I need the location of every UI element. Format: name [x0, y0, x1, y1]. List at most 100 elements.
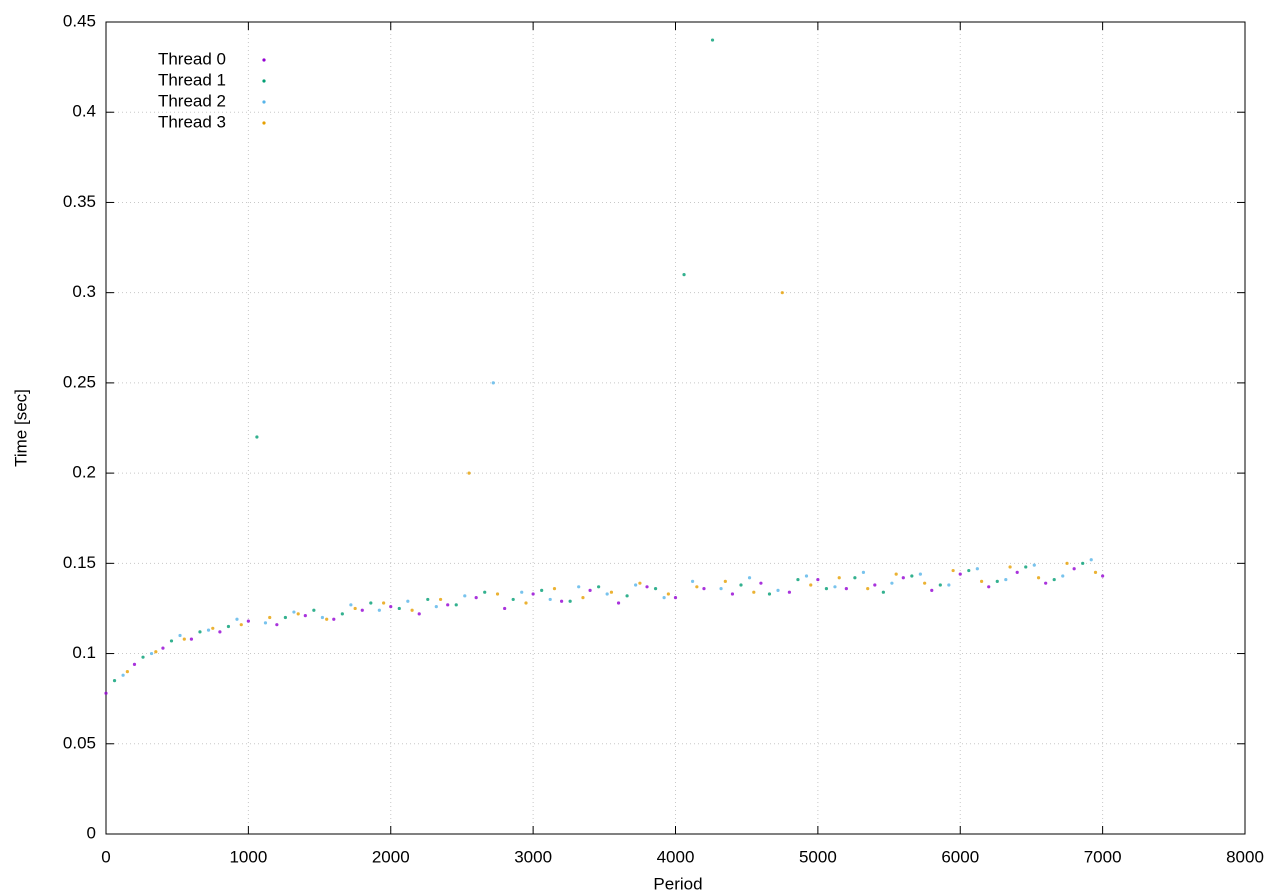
data-point	[980, 579, 984, 583]
data-point	[776, 588, 780, 593]
x-axis-label: Period	[653, 874, 702, 893]
data-point	[653, 586, 658, 591]
data-point	[958, 572, 962, 576]
data-point	[890, 581, 894, 585]
data-point	[638, 581, 642, 585]
data-point	[438, 597, 443, 602]
data-point	[894, 572, 898, 576]
data-point	[581, 596, 585, 600]
data-point	[292, 610, 296, 614]
data-point	[178, 633, 182, 638]
data-point	[235, 617, 239, 621]
data-point	[910, 574, 914, 578]
data-point	[239, 623, 243, 627]
data-point	[382, 601, 386, 605]
plot-frame	[105, 21, 1246, 835]
data-point	[1032, 563, 1036, 567]
data-point	[809, 583, 813, 587]
data-point	[690, 579, 695, 583]
data-point	[263, 621, 268, 625]
data-point	[951, 568, 955, 573]
data-point	[695, 585, 699, 589]
data-point	[511, 597, 515, 602]
x-tick-label: 5000	[799, 847, 837, 866]
data-point	[804, 574, 809, 578]
data-point	[206, 628, 211, 632]
data-point	[112, 679, 117, 683]
data-point	[349, 603, 353, 607]
data-point	[226, 624, 231, 629]
data-point	[816, 577, 820, 582]
data-point	[682, 273, 686, 277]
data-point	[719, 586, 723, 591]
data-point	[597, 585, 601, 589]
data-point	[255, 435, 259, 439]
x-tick-label: 0	[101, 847, 110, 866]
data-point	[169, 639, 174, 643]
data-point	[833, 585, 837, 589]
data-point	[426, 597, 430, 602]
data-point	[577, 585, 581, 589]
data-point	[881, 590, 885, 594]
data-point	[303, 614, 307, 618]
data-point	[1024, 565, 1028, 569]
data-point	[332, 617, 336, 621]
data-point	[759, 581, 763, 585]
data-point	[975, 567, 979, 571]
data-point	[967, 568, 971, 573]
x-tick-label: 1000	[229, 847, 267, 866]
data-point	[446, 603, 450, 607]
data-point	[369, 601, 373, 605]
data-point	[524, 601, 528, 605]
data-point	[625, 594, 629, 598]
data-point	[645, 585, 649, 589]
y-tick-label: 0.35	[63, 192, 96, 211]
y-axis-label: Time [sec]	[11, 389, 30, 467]
data-point	[296, 612, 300, 616]
data-point	[141, 655, 145, 659]
data-point	[189, 637, 194, 641]
legend-label: Thread 1	[158, 70, 226, 89]
data-point	[1036, 576, 1041, 580]
data-point	[149, 651, 154, 656]
data-point	[198, 630, 202, 634]
data-point	[121, 673, 125, 677]
data-point	[662, 596, 666, 600]
y-tick-label: 0.25	[63, 372, 96, 391]
data-point	[987, 585, 991, 589]
x-tick-label: 8000	[1226, 847, 1264, 866]
data-point	[824, 586, 829, 591]
data-point	[467, 471, 471, 475]
data-point	[389, 605, 393, 609]
data-point	[417, 612, 421, 616]
data-point	[609, 590, 614, 594]
data-point	[353, 606, 357, 611]
data-point	[434, 605, 438, 609]
data-point	[1052, 577, 1056, 582]
data-point	[837, 576, 841, 580]
y-tick-label: 0.1	[72, 643, 96, 662]
data-point	[125, 670, 129, 674]
data-point	[796, 577, 800, 582]
y-tick-label: 0.2	[72, 463, 96, 482]
data-point	[1004, 577, 1008, 582]
legend-swatch	[262, 79, 266, 83]
data-point	[548, 597, 552, 602]
data-point	[132, 662, 137, 666]
data-point	[397, 606, 401, 611]
data-point	[474, 596, 478, 600]
data-point	[552, 586, 557, 591]
data-point	[767, 592, 772, 596]
data-point	[616, 601, 621, 605]
data-point	[520, 590, 524, 594]
y-tick-label: 0.4	[72, 102, 96, 121]
data-point	[866, 586, 870, 591]
data-point	[1093, 570, 1098, 574]
data-point	[495, 592, 500, 596]
data-point	[410, 608, 414, 612]
data-point	[325, 617, 329, 621]
x-tick-label: 7000	[1084, 847, 1122, 866]
data-point	[780, 291, 784, 295]
data-point	[930, 588, 934, 593]
data-point	[540, 588, 544, 593]
